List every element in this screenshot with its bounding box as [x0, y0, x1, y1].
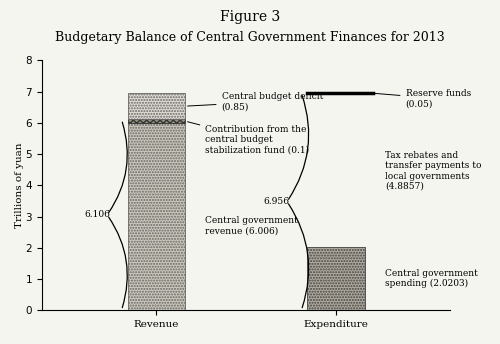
Text: 6.956: 6.956	[264, 197, 290, 206]
Bar	[128, 119, 185, 122]
Bar	[308, 247, 364, 310]
Bar	[128, 93, 185, 119]
Y-axis label: Trillions of yuan: Trillions of yuan	[15, 142, 24, 228]
Bar	[128, 122, 185, 310]
Text: Central government
spending (2.0203): Central government spending (2.0203)	[385, 269, 478, 289]
Text: Figure 3: Figure 3	[220, 10, 280, 24]
Text: Contribution from the
central budget
stabilization fund (0.1): Contribution from the central budget sta…	[188, 122, 310, 155]
Text: 6.106: 6.106	[84, 211, 110, 219]
Text: Central government
revenue (6.006): Central government revenue (6.006)	[205, 216, 298, 236]
Text: Budgetary Balance of Central Government Finances for 2013: Budgetary Balance of Central Government …	[55, 31, 445, 44]
Text: Reserve funds
(0.05): Reserve funds (0.05)	[372, 89, 471, 108]
Text: Central budget deficit
(0.85): Central budget deficit (0.85)	[188, 92, 323, 111]
Text: Tax rebates and
transfer payments to
local governments
(4.8857): Tax rebates and transfer payments to loc…	[385, 151, 482, 191]
